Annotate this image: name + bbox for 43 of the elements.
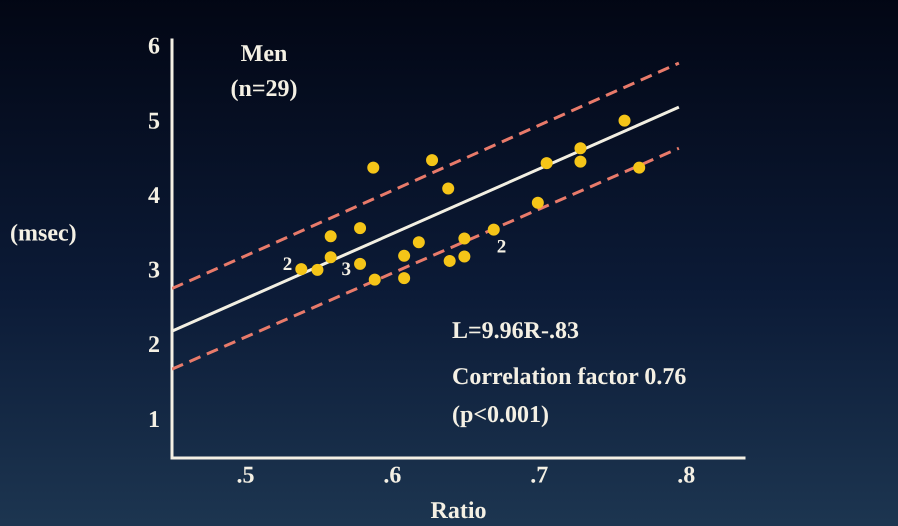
annotation: 2: [282, 254, 292, 276]
point: [311, 264, 324, 276]
x-axis-title: Ratio: [430, 498, 486, 524]
y-tick-label: 5: [148, 108, 160, 134]
y-tick-label: 1: [148, 406, 160, 433]
point: [540, 157, 553, 170]
point: [295, 263, 308, 276]
point: [354, 222, 366, 234]
annotation: 2: [496, 236, 506, 258]
point: [324, 251, 337, 264]
point: [488, 224, 500, 236]
point: [324, 230, 337, 242]
point: [354, 258, 366, 270]
x-tick-label: .8: [677, 462, 696, 489]
y-axis-title: (msec): [10, 220, 77, 246]
y-tick-label: 3: [148, 258, 160, 284]
x-tick-label: .7: [530, 462, 548, 489]
annotation: (p<0.001): [452, 402, 550, 428]
text: (n=29): [230, 76, 298, 102]
point: [426, 154, 438, 166]
point: [412, 236, 425, 248]
annotation: 3: [342, 258, 352, 280]
chart-title: Men: [240, 41, 288, 68]
point: [458, 232, 470, 245]
point: [574, 142, 586, 154]
point: [458, 250, 470, 262]
point: [574, 156, 586, 168]
y-tick-label: 4: [148, 182, 160, 209]
point: [367, 162, 380, 174]
y-tick-label: 6: [148, 34, 160, 60]
point: [398, 272, 410, 284]
point: [368, 274, 381, 286]
x-tick-label: .6: [383, 462, 402, 489]
point: [633, 162, 646, 174]
annotation: Correlation factor 0.76: [452, 364, 686, 390]
point: [618, 114, 631, 127]
annotation: L=9.96R-.83: [452, 318, 580, 344]
point: [444, 254, 456, 267]
point: [532, 196, 544, 209]
point: [442, 182, 454, 195]
x-tick-label: .5: [236, 462, 254, 489]
y-tick-label: 2: [148, 332, 160, 358]
point: [398, 250, 410, 262]
